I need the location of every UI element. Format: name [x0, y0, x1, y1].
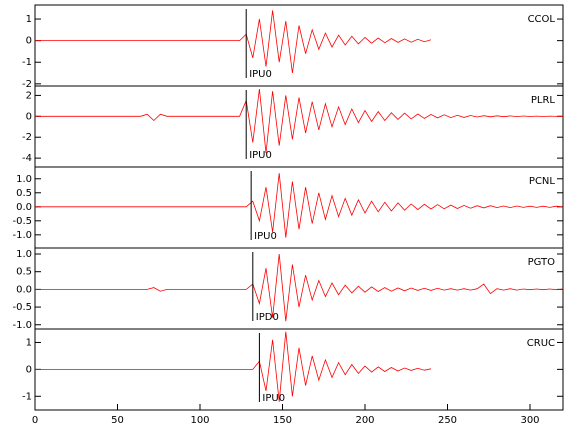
- y-tick-label: -0.5: [12, 302, 32, 313]
- pick-label: IPU0: [254, 231, 277, 242]
- pick-label: IPD0: [256, 312, 279, 323]
- y-tick-label: -2: [22, 79, 32, 90]
- pick-label: IPU0: [249, 69, 272, 80]
- x-tick-label: 150: [273, 415, 292, 426]
- y-tick-label: 0.0: [16, 202, 32, 213]
- y-tick-label: 1.0: [16, 174, 32, 185]
- panel-frame: [34, 4, 564, 87]
- y-tick-label: 0: [26, 36, 32, 47]
- station-name: CRUC: [527, 338, 555, 349]
- x-tick-label: 100: [190, 415, 209, 426]
- y-tick-label: 0.5: [16, 188, 32, 199]
- y-tick-label: 0.5: [16, 267, 32, 278]
- x-tick-label: 300: [520, 415, 539, 426]
- waveform: [35, 253, 563, 322]
- station-name: PGTO: [528, 257, 556, 268]
- y-tick-label: 1: [26, 14, 32, 25]
- x-tick-label: 200: [355, 415, 374, 426]
- y-tick-label: -1: [22, 57, 32, 68]
- pick-label: IPU0: [262, 393, 285, 404]
- y-tick-label: -1.0: [12, 230, 32, 241]
- y-tick-label: 2: [26, 90, 32, 101]
- station-name: PCNL: [529, 176, 555, 187]
- y-tick-label: 1: [26, 337, 32, 348]
- station-name: PLRL: [531, 95, 556, 106]
- y-tick-label: -1.0: [12, 320, 32, 331]
- panel-frame: [34, 247, 564, 330]
- waveform: [35, 10, 432, 74]
- waveform: [35, 331, 432, 402]
- y-tick-label: -2: [22, 132, 32, 143]
- x-tick-label: 0: [32, 415, 38, 426]
- waveform: [35, 173, 563, 238]
- y-tick-label: 0: [26, 111, 32, 122]
- y-tick-label: 0.0: [16, 284, 32, 295]
- x-tick-label: 250: [438, 415, 457, 426]
- waveform: [35, 89, 563, 153]
- y-tick-label: -4: [22, 153, 32, 164]
- pick-label: IPU0: [249, 150, 272, 161]
- y-tick-label: -0.5: [12, 216, 32, 227]
- y-tick-label: 1.0: [16, 249, 32, 260]
- station-name: CCOL: [528, 14, 556, 25]
- y-tick-label: 0: [26, 364, 32, 375]
- x-tick-label: 50: [111, 415, 124, 426]
- y-tick-label: -1: [22, 391, 32, 402]
